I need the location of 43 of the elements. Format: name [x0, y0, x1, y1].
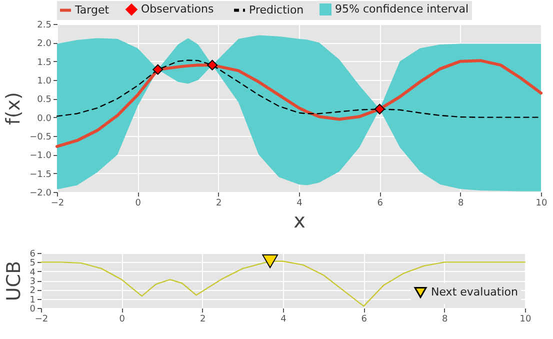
x-tick-label: 0 — [135, 198, 142, 208]
y-tick-label: 0 — [30, 304, 36, 314]
y-tick-label: 0.0 — [37, 114, 52, 124]
y-tick-label: −1.5 — [30, 170, 52, 180]
y-tick-label: 5 — [30, 258, 36, 269]
y-tick-label: 2.5 — [37, 20, 52, 30]
point — [152, 64, 164, 75]
x-tick-label: 2 — [216, 198, 222, 208]
x-tick-label: 8 — [458, 198, 464, 208]
y-axis-title: UCB — [2, 260, 25, 302]
y-tick-label: 0.5 — [37, 95, 52, 106]
y-tick-label: 1.0 — [37, 76, 52, 86]
point — [207, 60, 218, 70]
x-tick-label: 2 — [200, 314, 206, 324]
legend-label: Prediction — [249, 3, 304, 16]
x-tick-label: 10 — [536, 198, 548, 208]
y-tick-label: 2.0 — [37, 39, 52, 50]
legend-label: 95% confidence interval — [335, 2, 469, 16]
legend-label: Observations — [141, 2, 214, 16]
legend-label: Next evaluation — [431, 286, 518, 298]
legend-label: Target — [74, 3, 110, 16]
x-axis-title: x — [294, 208, 306, 232]
x-tick-label: −2 — [50, 198, 64, 208]
y-tick-label: 1.5 — [37, 58, 52, 68]
y-tick-label: 4 — [30, 268, 36, 278]
y-tick-label: 2 — [30, 286, 36, 296]
x-tick-label: 6 — [361, 314, 368, 324]
x-tick-label: 8 — [442, 314, 448, 324]
y-axis-title: f(x) — [2, 92, 25, 125]
point — [374, 104, 385, 114]
x-tick-label: 10 — [520, 314, 532, 324]
y-tick-label: 6 — [30, 250, 36, 260]
y-tick-label: −2.0 — [30, 188, 52, 198]
x-tick-label: −2 — [34, 314, 48, 324]
y-tick-label: −0.5 — [30, 132, 52, 142]
y-tick-label: 1 — [30, 295, 36, 306]
x-tick-label: 0 — [119, 314, 126, 324]
line-series — [56, 59, 542, 148]
y-tick-label: 3 — [30, 277, 36, 287]
y-tick-label: −1.0 — [30, 151, 52, 162]
x-tick-label: 6 — [377, 198, 384, 208]
x-tick-label: 4 — [280, 314, 287, 324]
x-tick-label: 4 — [296, 198, 303, 208]
